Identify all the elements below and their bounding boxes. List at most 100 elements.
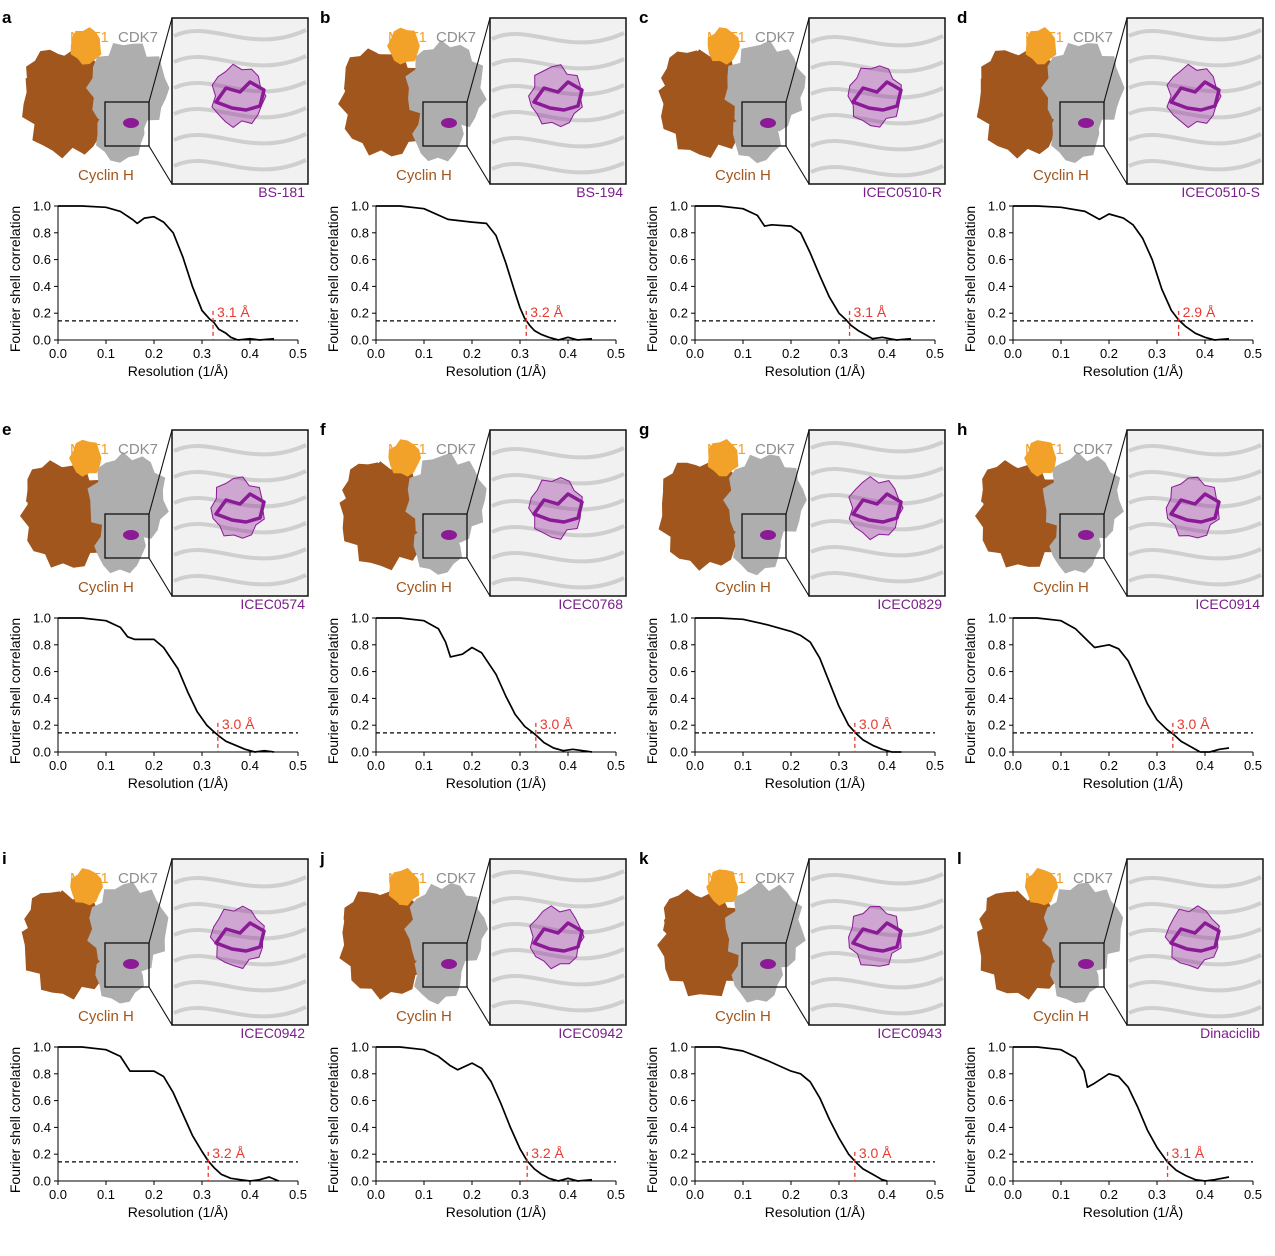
ribbon-strand bbox=[173, 80, 307, 94]
zoom-line bbox=[1103, 557, 1128, 597]
cyclin-h-density bbox=[24, 891, 76, 947]
ribbon-strand bbox=[491, 524, 625, 538]
y-tick-label: 0.8 bbox=[988, 1066, 1006, 1081]
zoom-line bbox=[466, 858, 491, 944]
x-tick-label: 0.2 bbox=[145, 1187, 163, 1202]
x-tick-label: 0.5 bbox=[607, 758, 625, 773]
mat1-density bbox=[70, 868, 103, 906]
y-tick-label: 0.4 bbox=[988, 691, 1006, 706]
cdk7-label: CDK7 bbox=[1073, 870, 1113, 887]
ribbon-strand bbox=[173, 979, 307, 993]
y-tick-label: 0.4 bbox=[351, 279, 369, 294]
fsc-chart: 0.0 0.1 0.2 0.3 0.4 0.5 0.0 0.2 0.4 0.6 0.8 1.0 Reso… bbox=[962, 1040, 1262, 1221]
structure-illustration: MAT1 CDK7 Cyclin H bbox=[21, 858, 309, 1026]
y-tick-label: 0.8 bbox=[670, 225, 688, 240]
cdk7-label: CDK7 bbox=[755, 870, 795, 887]
ligand-label: ICEC0943 bbox=[877, 1025, 942, 1041]
y-tick-label: 0.6 bbox=[670, 664, 688, 679]
ribbon-strand bbox=[173, 106, 307, 120]
y-tick-label: 0.8 bbox=[351, 637, 369, 652]
x-tick-label: 0.4 bbox=[559, 758, 577, 773]
y-tick-label: 0.8 bbox=[33, 637, 51, 652]
fsc-curve bbox=[376, 205, 593, 341]
cyclin-h-density bbox=[342, 462, 394, 518]
panel-d: d MAT1 CDK7 Cyclin H ICEC0510-S 0.0 0.1 0.2 0… bbox=[955, 8, 1273, 415]
resolution-label: 3.1 Å bbox=[217, 304, 250, 320]
y-tick-label: 0.8 bbox=[988, 225, 1006, 240]
ribbon-strand bbox=[1128, 953, 1262, 967]
fsc-curve bbox=[376, 617, 593, 753]
x-tick-label: 0.2 bbox=[782, 1187, 800, 1202]
panel-letter: d bbox=[957, 8, 968, 27]
ribbon-strand bbox=[810, 544, 944, 558]
x-tick-label: 0.4 bbox=[878, 1187, 896, 1202]
fsc-chart: 0.0 0.1 0.2 0.3 0.4 0.5 0.0 0.2 0.4 0.6 0.8 1.0 Reso… bbox=[325, 611, 625, 792]
ribbon-strand bbox=[491, 135, 625, 149]
y-axis-label: Fourier shell correlation bbox=[962, 206, 978, 352]
ligand-map-surface bbox=[848, 475, 904, 541]
fsc-chart: 0.0 0.1 0.2 0.3 0.4 0.5 0.0 0.2 0.4 0.6 0.8 1.0 Reso… bbox=[644, 199, 944, 380]
y-tick-label: 1.0 bbox=[670, 611, 688, 626]
panel-letter: j bbox=[320, 849, 325, 868]
mat1-label: MAT1 bbox=[1025, 441, 1064, 458]
y-axis-label: Fourier shell correlation bbox=[644, 1047, 660, 1193]
resolution-label: 2.9 Å bbox=[1183, 304, 1216, 320]
fsc-curve bbox=[58, 617, 275, 753]
panel-letter: e bbox=[2, 420, 12, 439]
zoom-inset bbox=[171, 17, 309, 185]
ribbon-strand bbox=[1128, 158, 1262, 172]
ribbon-strand bbox=[173, 901, 307, 915]
y-tick-label: 0.0 bbox=[988, 745, 1006, 760]
ribbon-strand bbox=[491, 472, 625, 486]
ribbon-strand bbox=[491, 869, 625, 883]
resolution-label: 3.1 Å bbox=[854, 304, 887, 320]
zoom-inset bbox=[1126, 17, 1264, 185]
y-tick-label: 1.0 bbox=[351, 199, 369, 214]
y-axis-label: Fourier shell correlation bbox=[325, 1047, 341, 1193]
x-tick-label: 0.1 bbox=[1052, 346, 1070, 361]
y-tick-label: 0.2 bbox=[33, 718, 51, 733]
panel-letter: k bbox=[639, 849, 649, 868]
y-tick-label: 0.4 bbox=[351, 1120, 369, 1135]
x-tick-label: 0.5 bbox=[1244, 1187, 1262, 1202]
y-tick-label: 0.0 bbox=[670, 1174, 688, 1189]
x-axis-label: Resolution (1/Å) bbox=[446, 1204, 546, 1220]
mat1-density bbox=[707, 439, 739, 477]
y-tick-label: 0.2 bbox=[351, 306, 369, 321]
y-tick-label: 0.6 bbox=[670, 1093, 688, 1108]
resolution-label: 3.0 Å bbox=[859, 1145, 892, 1161]
y-tick-label: 0.4 bbox=[670, 1120, 688, 1135]
y-tick-label: 0.2 bbox=[351, 718, 369, 733]
ribbon-strand bbox=[491, 921, 625, 935]
panel-letter: l bbox=[957, 849, 962, 868]
panel-letter: f bbox=[320, 420, 326, 439]
x-axis-label: Resolution (1/Å) bbox=[128, 1204, 228, 1220]
x-tick-label: 0.3 bbox=[511, 758, 529, 773]
ligand-label: ICEC0914 bbox=[1195, 596, 1260, 612]
cyclin-h-label: Cyclin H bbox=[1033, 1008, 1089, 1025]
ribbon-strand bbox=[810, 440, 944, 454]
ribbon-strand bbox=[491, 576, 625, 590]
x-tick-label: 0.3 bbox=[511, 1187, 529, 1202]
ligand-label: ICEC0829 bbox=[877, 596, 942, 612]
x-tick-label: 0.3 bbox=[1148, 1187, 1166, 1202]
ligand-map-surface bbox=[1165, 476, 1220, 539]
ligand-map-surface bbox=[210, 476, 265, 539]
structure-illustration: MAT1 CDK7 Cyclin H bbox=[22, 17, 309, 185]
mat1-density bbox=[706, 869, 738, 906]
y-tick-label: 0.2 bbox=[33, 306, 51, 321]
binding-site-box bbox=[1059, 101, 1105, 147]
panel-a: a MAT1 CDK7 Cyclin H BS-181 0.0 0.1 0.2 0.3 0.… bbox=[0, 8, 318, 415]
x-tick-label: 0.2 bbox=[463, 1187, 481, 1202]
zoom-line bbox=[148, 986, 173, 1026]
ribbon-strand bbox=[1128, 547, 1262, 561]
panel-h: h MAT1 CDK7 Cyclin H ICEC0914 0.0 0.1 0.2 0.3… bbox=[955, 420, 1273, 827]
zoom-inset bbox=[1126, 858, 1264, 1026]
fsc-chart: 0.0 0.1 0.2 0.3 0.4 0.5 0.0 0.2 0.4 0.6 0.8 1.0 Reso… bbox=[7, 611, 307, 792]
ribbon-strand bbox=[491, 31, 625, 45]
zoom-line bbox=[148, 858, 173, 944]
mat1-density bbox=[387, 27, 420, 65]
ribbon-strand bbox=[173, 1005, 307, 1019]
mat1-label: MAT1 bbox=[707, 29, 746, 46]
ribbon-strand bbox=[173, 521, 307, 535]
